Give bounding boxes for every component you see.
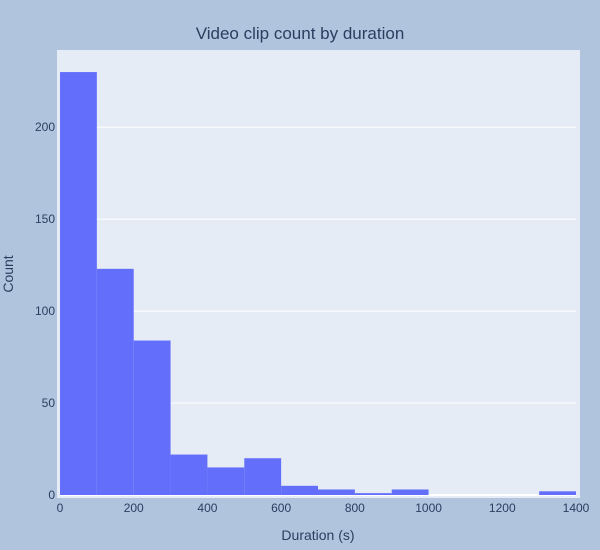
histogram-bar-600-700: [281, 486, 318, 495]
x-tick-label: 800: [345, 501, 365, 515]
histogram-bar-100-200: [97, 269, 134, 495]
x-tick-label: 1000: [415, 501, 442, 515]
histogram-bar-900-1000: [392, 489, 429, 495]
x-axis-ticks: 0 200 400 600 800 1000 1200 1400: [57, 501, 590, 515]
y-axis-title: Count: [0, 255, 16, 292]
y-tick-label: 150: [35, 212, 55, 226]
x-tick-label: 1400: [563, 501, 590, 515]
chart-title: Video clip count by duration: [196, 24, 405, 43]
y-tick-label: 200: [35, 120, 55, 134]
histogram-bar-800-900: [355, 493, 392, 495]
x-tick-label: 0: [57, 501, 64, 515]
histogram-bar-400-500: [207, 467, 244, 495]
histogram-bar-1300-1400: [539, 491, 576, 495]
histogram-bar-0-100: [60, 72, 97, 495]
histogram-bar-700-800: [318, 489, 355, 495]
y-tick-label: 0: [48, 488, 55, 502]
y-tick-label: 50: [42, 396, 56, 410]
histogram-bar-200-300: [134, 341, 171, 495]
histogram-bar-300-400: [171, 455, 208, 495]
x-tick-label: 200: [124, 501, 144, 515]
x-axis-title: Duration (s): [281, 527, 354, 543]
x-tick-label: 1200: [489, 501, 516, 515]
x-tick-label: 400: [197, 501, 217, 515]
y-tick-label: 100: [35, 304, 55, 318]
histogram-bar-500-600: [244, 458, 281, 495]
x-tick-label: 600: [271, 501, 291, 515]
y-axis-ticks: 0 50 100 150 200: [35, 120, 55, 502]
